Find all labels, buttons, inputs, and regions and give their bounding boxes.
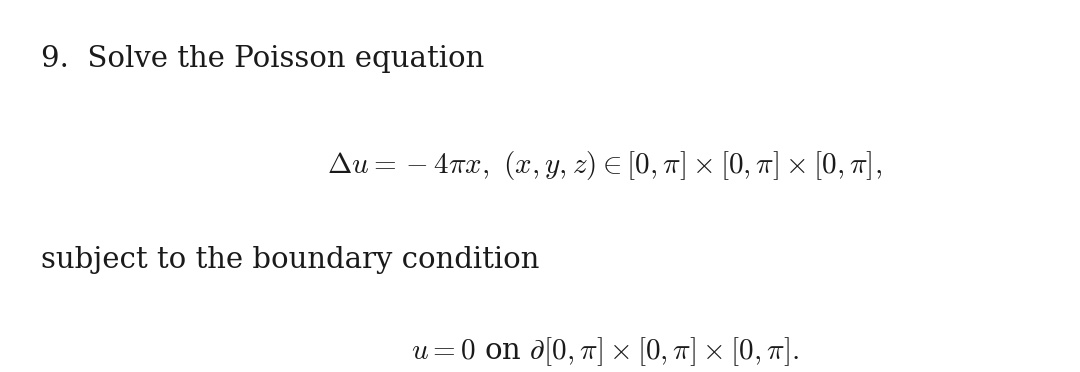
Text: $\Delta u = -4\pi x,\ (x, y, z) \in [0, \pi] \times [0, \pi] \times [0, \pi],$: $\Delta u = -4\pi x,\ (x, y, z) \in [0, … xyxy=(327,149,882,182)
Text: 9.  Solve the Poisson equation: 9. Solve the Poisson equation xyxy=(41,45,484,73)
Text: subject to the boundary condition: subject to the boundary condition xyxy=(41,246,539,273)
Text: $u = 0$ on $\partial[0, \pi] \times [0, \pi] \times [0, \pi].$: $u = 0$ on $\partial[0, \pi] \times [0, … xyxy=(410,335,799,368)
